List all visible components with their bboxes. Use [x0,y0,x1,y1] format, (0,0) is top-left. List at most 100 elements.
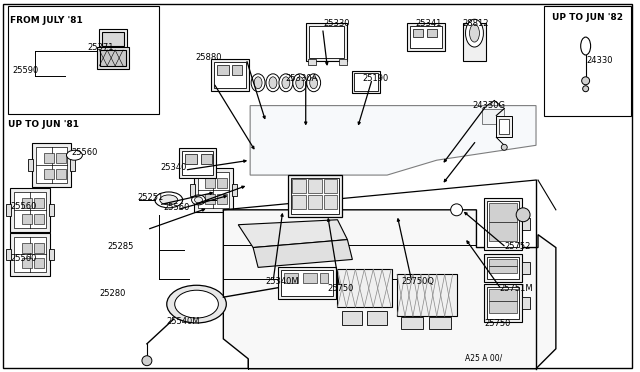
Text: 25560: 25560 [10,202,36,211]
Bar [56,153,65,163]
Bar [427,29,436,37]
Bar [490,259,517,266]
Bar [397,274,456,316]
Bar [184,154,196,164]
Bar [211,59,249,91]
Bar [308,26,344,58]
Bar [490,289,517,301]
Text: 25590: 25590 [12,66,38,75]
Text: 25330A: 25330A [286,74,318,83]
Circle shape [501,144,508,150]
Bar [218,65,229,75]
Bar [70,159,76,171]
Bar [34,198,44,208]
Text: A25 A 00/: A25 A 00/ [465,354,502,363]
Bar [49,248,54,260]
Bar [488,257,519,279]
Bar [6,248,11,260]
Circle shape [516,208,530,222]
Bar [308,195,322,209]
Bar [179,148,216,178]
Bar [407,23,445,51]
Text: 25560: 25560 [72,148,98,157]
Ellipse shape [296,77,304,89]
Bar [496,116,512,137]
Bar [218,178,227,188]
Text: 24330G: 24330G [472,101,506,110]
Polygon shape [250,106,536,175]
Bar [200,154,212,164]
Bar [308,59,316,65]
Text: 25751M: 25751M [499,284,533,293]
Bar [292,195,306,209]
Text: 25285: 25285 [108,241,134,251]
Text: 25880: 25880 [196,53,222,62]
Polygon shape [253,240,353,267]
Bar [205,194,216,204]
Bar [218,194,227,204]
Ellipse shape [160,195,178,205]
Text: 25371: 25371 [87,43,114,52]
Bar [232,184,237,196]
Ellipse shape [470,24,479,42]
Text: 25280: 25280 [99,289,125,298]
Ellipse shape [251,74,265,92]
Ellipse shape [282,77,290,89]
Bar [490,222,517,241]
Text: 25251: 25251 [137,193,163,202]
Bar [34,243,44,253]
Bar [342,311,362,325]
Bar [483,109,504,125]
Ellipse shape [279,74,293,92]
Circle shape [582,86,589,92]
Bar [463,23,486,61]
Bar [292,179,306,193]
Bar [232,65,242,75]
Bar [490,203,517,222]
Bar [413,29,423,37]
Ellipse shape [155,192,182,208]
Text: 25190: 25190 [362,74,388,83]
Text: UP TO JUN '81: UP TO JUN '81 [8,121,79,129]
Bar [182,151,213,175]
Ellipse shape [195,197,202,203]
Text: 25540M: 25540M [167,317,200,326]
Bar [355,73,378,91]
Text: 25560: 25560 [164,203,190,212]
Bar [522,262,530,274]
Bar [44,169,54,179]
Bar [490,301,517,313]
Bar [484,254,522,282]
Text: 25340: 25340 [161,163,187,172]
Bar [306,23,348,61]
Bar [44,153,54,163]
Bar [367,311,387,325]
Text: 25750: 25750 [328,284,354,293]
Bar [14,192,45,228]
Bar [102,32,124,46]
Bar [291,178,339,214]
Bar [284,273,298,283]
Ellipse shape [307,74,321,92]
Bar [22,259,32,268]
Bar [488,201,519,247]
Ellipse shape [67,150,83,160]
Text: 25752: 25752 [504,241,531,251]
Bar [10,188,50,232]
Polygon shape [223,210,556,369]
Bar [429,317,451,329]
Bar [22,214,32,224]
Ellipse shape [269,77,277,89]
Bar [281,270,333,296]
Ellipse shape [266,74,280,92]
Bar [99,29,127,49]
Bar [6,204,11,216]
Polygon shape [238,220,348,247]
Bar [193,168,233,212]
Bar [214,62,246,88]
Ellipse shape [310,77,317,89]
Bar [22,198,32,208]
Bar [484,198,522,250]
Bar [198,172,229,208]
Text: 28812: 28812 [463,19,489,28]
